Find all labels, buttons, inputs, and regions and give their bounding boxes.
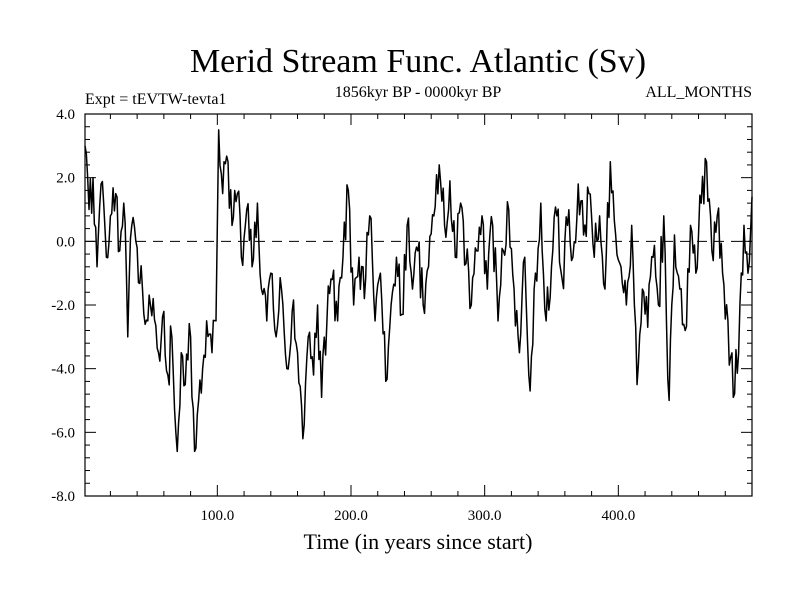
chart-subtitle-left: Expt = tEVTW-tevta1 [85, 91, 226, 108]
x-tick-label: 100.0 [200, 508, 234, 524]
chart-subtitle-center: 1856kyr BP - 0000kyr BP [335, 84, 502, 101]
y-tick-label: 2.0 [56, 171, 75, 187]
y-tick-label: -8.0 [51, 489, 75, 505]
chart-title: Merid Stream Func. Atlantic (Sv) [190, 43, 646, 80]
x-tick-label: 200.0 [334, 508, 368, 524]
x-tick-label: 300.0 [468, 508, 502, 524]
chart-subtitle-right: ALL_MONTHS [645, 84, 752, 101]
plot-frame [84, 113, 753, 497]
x-axis-label: Time (in years since start) [304, 529, 533, 554]
y-tick-label: -6.0 [51, 425, 75, 441]
y-axis-ticks: 4.0 2.0 0.0 -2.0 -4.0 -6.0 -8.0 [51, 107, 752, 505]
x-tick-label: 400.0 [601, 508, 635, 524]
x-axis-ticks: 100.0 200.0 300.0 400.0 [109, 114, 753, 524]
y-tick-label: 0.0 [56, 234, 75, 250]
y-tick-label: -2.0 [51, 298, 75, 314]
y-tick-label: -4.0 [51, 362, 75, 378]
series-line-merid-stream-func [84, 129, 753, 453]
y-tick-label: 4.0 [56, 107, 75, 123]
